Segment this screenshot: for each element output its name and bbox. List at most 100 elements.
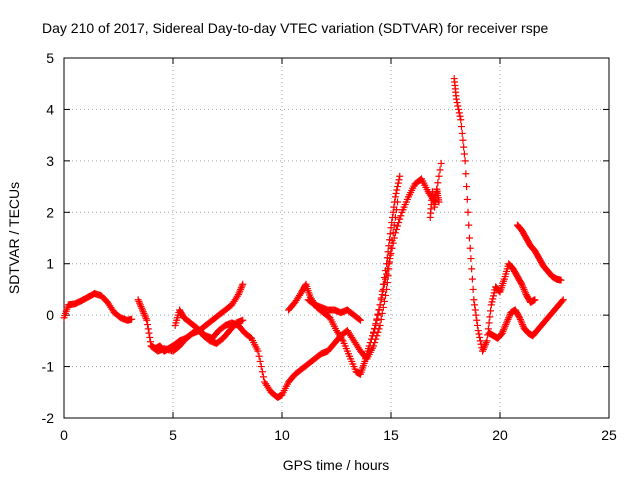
- series-arc-9: [450, 75, 539, 355]
- data-point: [466, 244, 474, 252]
- data-point: [461, 157, 469, 165]
- data-point: [391, 198, 399, 206]
- data-point: [488, 298, 496, 306]
- data-point: [136, 299, 144, 307]
- y-tick-label: -1: [42, 359, 55, 375]
- data-point: [141, 313, 149, 321]
- data-point: [531, 296, 539, 304]
- data-point: [521, 289, 529, 297]
- data-point: [372, 320, 380, 328]
- data-point: [469, 285, 477, 293]
- data-point: [395, 219, 403, 227]
- data-point: [516, 314, 524, 322]
- data-point: [136, 301, 144, 309]
- data-point: [356, 316, 364, 324]
- data-point: [239, 316, 247, 324]
- data-point: [436, 166, 444, 174]
- data-point: [558, 297, 566, 305]
- data-point: [490, 289, 498, 297]
- data-point: [380, 273, 388, 281]
- data-point: [257, 363, 265, 371]
- x-tick-label: 5: [169, 427, 177, 443]
- data-point: [389, 239, 397, 247]
- data-point: [464, 208, 472, 216]
- data-point: [139, 308, 147, 316]
- data-point: [487, 307, 495, 315]
- data-point: [520, 285, 528, 293]
- data-point: [388, 219, 396, 227]
- data-point: [382, 275, 390, 283]
- series-arc-10: [485, 296, 567, 342]
- data-point: [498, 329, 506, 337]
- data-point: [519, 282, 527, 290]
- data-point: [457, 116, 465, 124]
- data-point: [134, 296, 142, 304]
- data-point: [468, 275, 476, 283]
- data-point: [238, 282, 246, 290]
- series-arc-1: [60, 290, 136, 324]
- data-point: [397, 212, 405, 220]
- data-point: [390, 203, 398, 211]
- data-point: [142, 315, 150, 323]
- data-point: [455, 105, 463, 113]
- data-point: [435, 172, 443, 180]
- data-point: [437, 159, 445, 167]
- data-point: [482, 339, 490, 347]
- data-point: [387, 224, 395, 232]
- data-point: [465, 234, 473, 242]
- data-point: [519, 321, 527, 329]
- data-point: [456, 112, 464, 120]
- grid: [64, 58, 609, 418]
- data-point: [390, 234, 398, 242]
- data-point: [435, 198, 443, 206]
- data-point: [135, 297, 143, 305]
- y-tick-label: 3: [46, 153, 54, 169]
- chart-title: Day 210 of 2017, Sidereal Day-to-day VTE…: [42, 20, 548, 36]
- data-point: [355, 315, 363, 323]
- data-point: [459, 136, 467, 144]
- data-point: [386, 236, 394, 244]
- data-point: [366, 339, 374, 347]
- data-point: [479, 345, 487, 353]
- data-point: [143, 316, 151, 324]
- data-point: [503, 317, 511, 325]
- data-point: [144, 325, 152, 333]
- data-point: [471, 306, 479, 314]
- data-point: [396, 215, 404, 223]
- data-point: [237, 284, 245, 292]
- data-point: [371, 324, 379, 332]
- data-point: [394, 183, 402, 191]
- data-point: [254, 347, 262, 355]
- data-point: [392, 189, 400, 197]
- data-point: [499, 327, 507, 335]
- data-point: [375, 306, 383, 314]
- data-point: [517, 279, 525, 287]
- data-point: [480, 344, 488, 352]
- data-point: [388, 213, 396, 221]
- data-point: [394, 179, 402, 187]
- data-point: [453, 99, 461, 107]
- data-point: [380, 297, 388, 305]
- data-point: [475, 330, 483, 338]
- series-arc-7: [370, 172, 404, 337]
- data-point: [505, 312, 513, 320]
- tick-labels: 0 5 10 15 20 25 -2 -1 0 1 2 3 4 5: [42, 50, 617, 443]
- data-point: [236, 287, 244, 295]
- data-point: [468, 265, 476, 273]
- data-point: [501, 322, 509, 330]
- data-point: [487, 301, 495, 309]
- data-point: [489, 295, 497, 303]
- data-point: [485, 319, 493, 327]
- data-point: [460, 143, 468, 151]
- data-point: [379, 280, 387, 288]
- data-point: [460, 150, 468, 158]
- data-point: [521, 287, 529, 295]
- data-point: [465, 221, 473, 229]
- data-point: [128, 315, 136, 323]
- series-arc-3: [147, 198, 402, 401]
- data-point: [144, 321, 152, 329]
- data-point: [462, 170, 470, 178]
- data-point: [486, 313, 494, 321]
- data-point: [138, 306, 146, 314]
- data-point: [377, 294, 385, 302]
